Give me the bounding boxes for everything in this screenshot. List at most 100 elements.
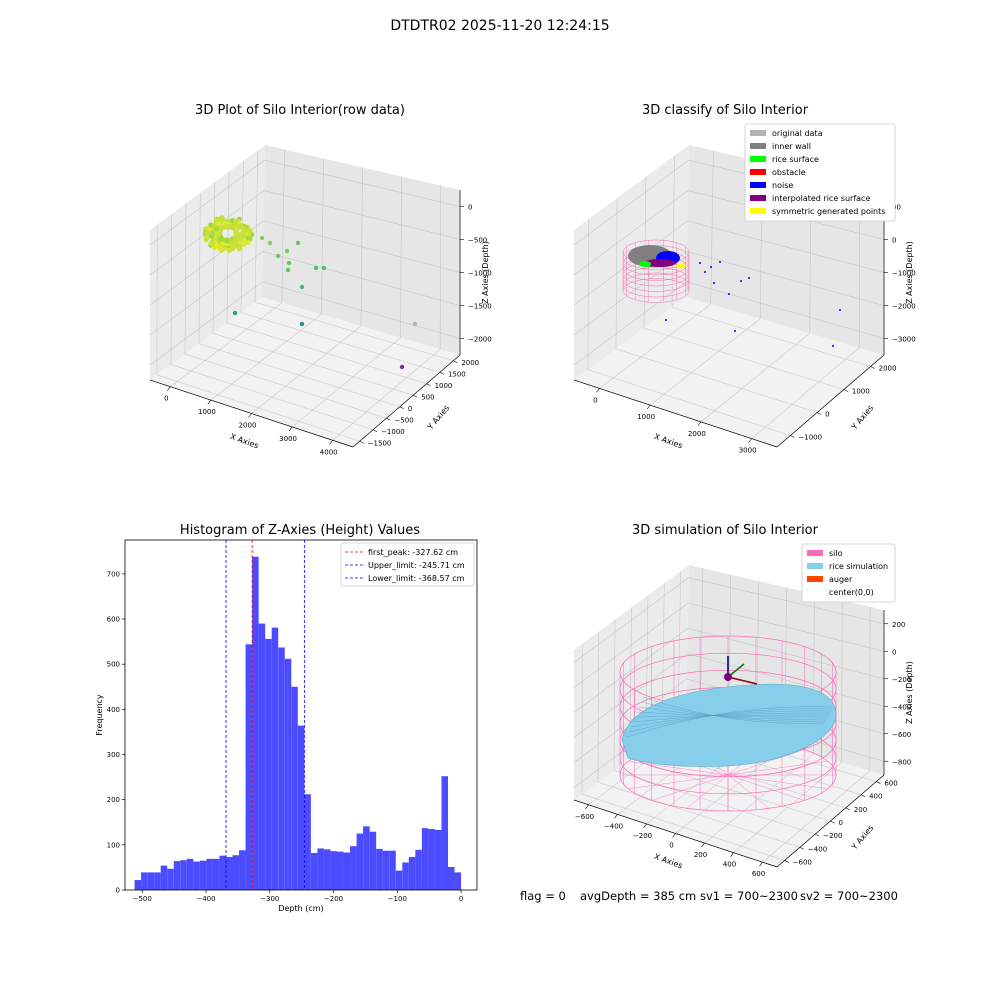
plot1-y-gridline (184, 353, 387, 419)
histogram-bar (448, 866, 455, 890)
plot2-y-tick (816, 412, 822, 415)
plot1-y-gridline (226, 322, 427, 385)
plot1-y-tick (399, 406, 404, 410)
histogram-bar (271, 627, 279, 890)
plot2-x-tick (697, 421, 702, 427)
histogram-bar (402, 862, 409, 890)
plot1-y-gridline (240, 312, 441, 373)
plot4-y-axis-line (776, 774, 885, 868)
histogram-bar (219, 855, 226, 890)
plot4-z-axis-label: Z Axies (Depth) (905, 661, 914, 724)
plot1-point (230, 243, 236, 249)
plot2-interpolated-surface (644, 259, 676, 267)
histogram-bar (284, 658, 292, 890)
plot1-x-gridline (210, 314, 322, 401)
plot1-point (247, 228, 253, 234)
plot1-x-tick (288, 426, 293, 432)
histogram-bar (323, 849, 331, 890)
plot1-y-gridline (254, 301, 454, 362)
plot1-x-gridline (251, 325, 362, 414)
plot2-legend-swatch (750, 143, 766, 149)
plot1-point (239, 225, 245, 231)
plot1-point (233, 219, 239, 225)
plot4-silo-floor-spoke (686, 774, 729, 809)
plot4-rice-mesh-line (640, 701, 827, 722)
plot1-y-tick (413, 394, 418, 398)
plot1-y-axis-label: Y Axies (425, 403, 451, 432)
histogram-legend-label: Upper_limit: -245.71 cm (368, 561, 465, 570)
plot1-point (235, 225, 242, 231)
plot1-x-gridline (291, 337, 401, 428)
histogram-legend-box (340, 542, 475, 587)
plot1-y-tick (453, 360, 458, 364)
plot1-y-gridline (170, 364, 374, 431)
histogram-bar (330, 851, 337, 890)
histogram-bar (167, 868, 174, 890)
plot1-z-tick-label: −2000 (468, 336, 492, 344)
plot4-y-tick (830, 820, 835, 824)
plot4-x-gridline (841, 600, 843, 763)
plot4-z-tick-label: 200 (892, 621, 905, 629)
histogram-bar (258, 623, 266, 890)
plot1-y-tick-label: −1000 (381, 428, 405, 436)
plot4-z-tick-label: 0 (892, 648, 896, 656)
plot4-silo-floor-spoke (651, 774, 729, 801)
plot1-point (224, 223, 230, 229)
footer-flag: flag = 0 (520, 889, 566, 903)
plot4-x-tick-label: 400 (723, 861, 736, 869)
plot1-y-tick (372, 429, 378, 433)
plot1-z-gridline (149, 281, 263, 366)
plot4-rice-mesh-line (642, 696, 826, 724)
histogram-title: Histogram of Z-Axies (Height) Values (179, 523, 421, 538)
plot4-z-tick-label: −400 (892, 703, 911, 711)
plot1-point (286, 260, 292, 266)
plot1-point (208, 233, 215, 239)
plot1-title: 3D Plot of Silo Interior(row data) (195, 103, 405, 118)
plot4-silo-floor-spoke (628, 774, 729, 789)
plot1-y-axis-line (352, 354, 461, 448)
plot4-z-gridline (688, 577, 885, 625)
plot1-z-gridline (264, 190, 461, 240)
histogram-bar (212, 858, 220, 890)
plot4-x-tick-label: 0 (669, 842, 673, 850)
plot2-z-gridline (686, 281, 885, 339)
plot4-y-tick-label: −600 (793, 858, 812, 866)
plot4-y-tick (815, 833, 820, 837)
histogram-legend-label: first_peak: -327.62 cm (368, 548, 458, 557)
plot2-symmetric-points (676, 263, 686, 269)
plot4-x-tick (643, 823, 647, 829)
plot2-legend-label: symmetric generated points (772, 207, 885, 216)
figure-title: DTDTR02 2025-11-20 12:24:15 (390, 18, 610, 34)
plot2-noise-point (748, 277, 750, 279)
histogram-y-tick-label: 300 (107, 751, 120, 759)
plot2-x-tick (596, 388, 600, 393)
plot4-y-tick-label: 400 (869, 793, 882, 801)
plot2-x-gridline (700, 333, 810, 423)
histogram-bar (147, 872, 155, 890)
plot4-rice-mesh-line (626, 706, 834, 738)
plot2-legend-label: inner wall (772, 142, 811, 151)
plot4-rice-surface (621, 683, 837, 767)
plot4-y-tick (799, 847, 805, 850)
plot1-floor-pane (150, 297, 460, 447)
plot4-legend-label: silo (829, 549, 843, 558)
plot2-x-tick-label: 1000 (637, 413, 655, 421)
plot2-z-tick-label: 00 (892, 204, 901, 212)
plot1-x-tick-label: 0 (164, 395, 168, 403)
histogram-bar (180, 860, 187, 890)
plot2-legend-label: noise (772, 181, 793, 190)
plot4-silo-floor-spoke (727, 774, 770, 809)
plot2-legend-label: rice surface (772, 155, 819, 164)
histogram-x-tick-label: 0 (459, 895, 463, 903)
plot2-y-gridline (587, 369, 791, 436)
histogram-bar (421, 828, 429, 890)
plot1-y-tick-label: 500 (421, 393, 434, 401)
plot2-y-tick-label: 1000 (852, 388, 870, 396)
plot1-y-tick-label: −500 (394, 416, 413, 424)
histogram-bar (454, 872, 462, 890)
plot1-y-tick (426, 383, 431, 387)
plot4-z-gridline (573, 602, 689, 688)
plot4-legend-swatch (807, 563, 823, 569)
plot4-z-tick-label: −200 (892, 676, 911, 684)
